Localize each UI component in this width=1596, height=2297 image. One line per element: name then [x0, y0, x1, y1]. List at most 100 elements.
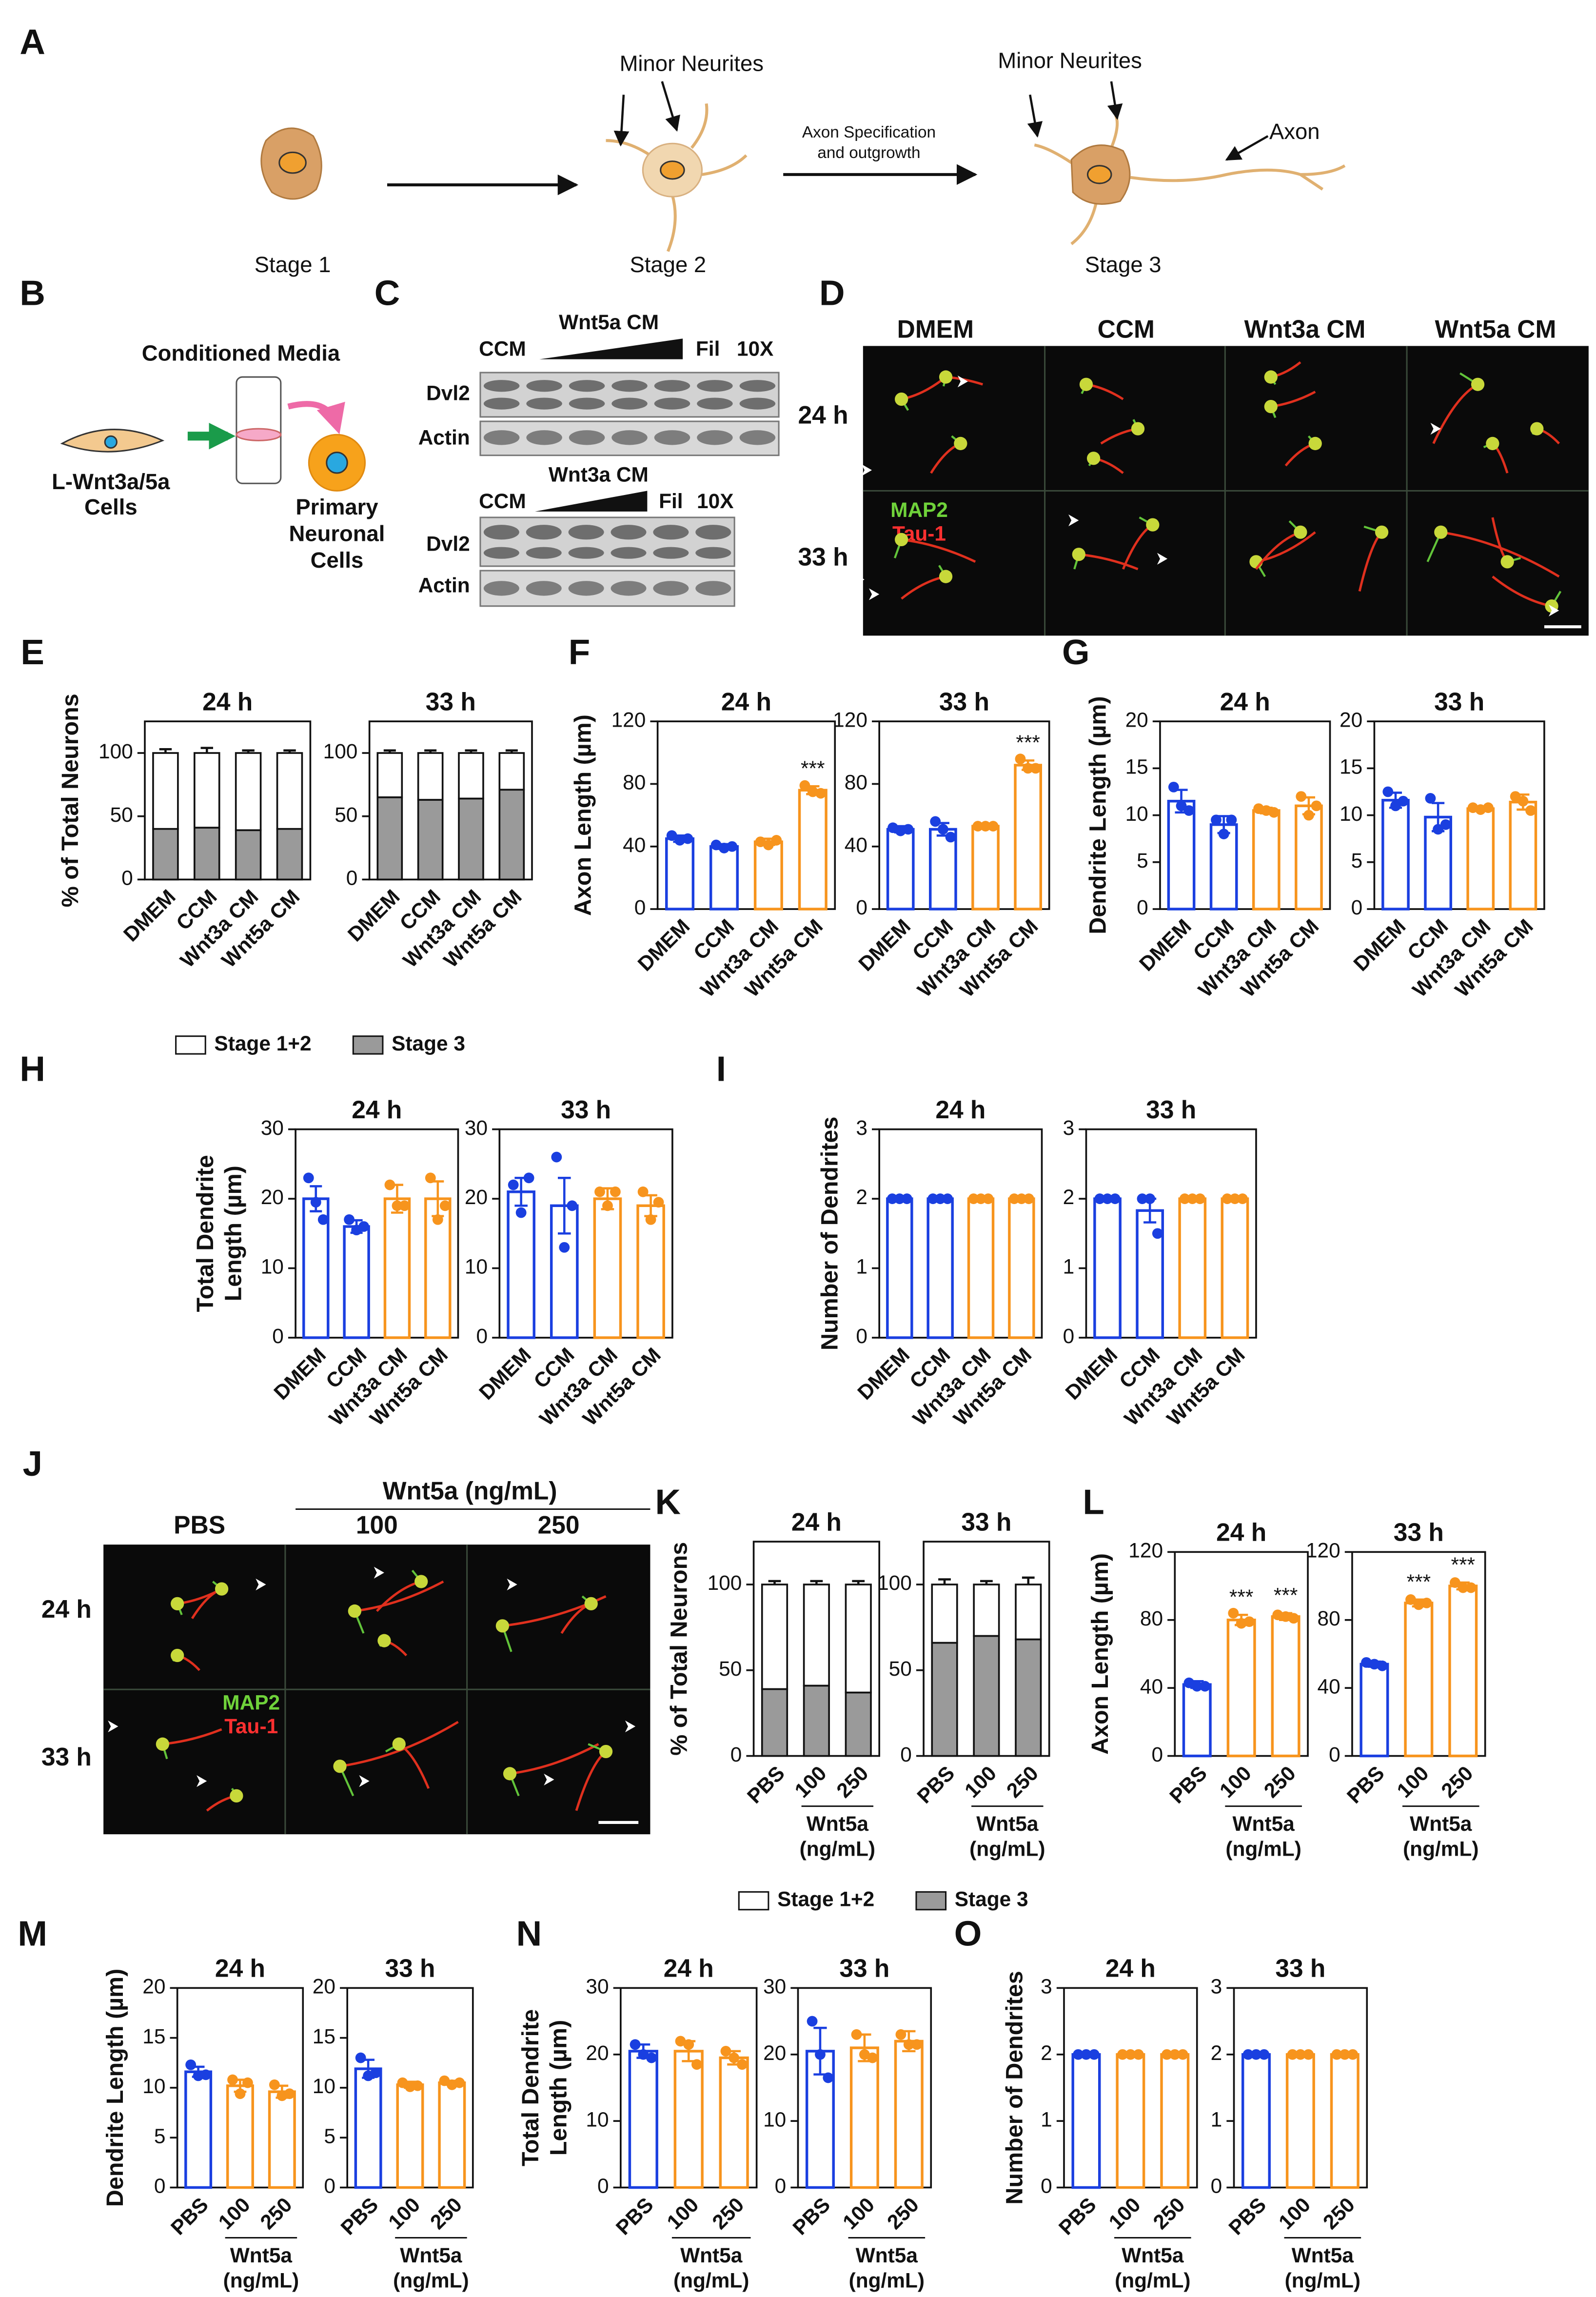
data-point [1229, 1193, 1241, 1204]
data-point [1369, 1659, 1380, 1670]
y-tick-label: 50 [110, 803, 133, 826]
data-point [927, 1193, 939, 1204]
data-point [1073, 2049, 1084, 2060]
bar [1330, 2053, 1360, 2189]
data-point [727, 841, 738, 852]
y-tick-label: 120 [1306, 1539, 1340, 1562]
data-point [674, 835, 685, 846]
y-tick-label: 10 [586, 2108, 609, 2131]
bar-segment [973, 1635, 1000, 1757]
x-tick-label: DMEM [1349, 914, 1410, 975]
x-tick-label: PBS [611, 2193, 658, 2239]
nucleus [104, 435, 118, 449]
data-point [1237, 1193, 1248, 1204]
bar-segment [152, 828, 179, 881]
soma [1434, 525, 1448, 539]
blot-band [611, 547, 647, 559]
neurite [355, 1580, 444, 1612]
bar [673, 2050, 704, 2189]
x-tick-label: DMEM [854, 914, 915, 975]
plot-frame [144, 720, 312, 881]
panel-letter: B [20, 274, 45, 313]
panel-letter: H [20, 1049, 45, 1089]
bar [1285, 2053, 1315, 2189]
bar [1466, 807, 1495, 911]
bar [593, 1197, 622, 1339]
legend-label: Stage 3 [955, 1888, 1028, 1911]
group-label: Wnt5a [807, 1812, 869, 1835]
blot [479, 372, 780, 418]
bar-segment [761, 1584, 788, 1690]
group-label: (ng/mL) [969, 1838, 1045, 1861]
data-point [807, 2016, 818, 2027]
group-label: (ng/mL) [1285, 2269, 1360, 2292]
soma [584, 1597, 598, 1611]
data-point [682, 833, 693, 844]
panel-a-text: Stage 1 Stage 2 Stage 3 Minor Neurites M… [255, 48, 1320, 277]
data-point [523, 1172, 534, 1184]
bar-segment [194, 827, 220, 881]
data-point [1465, 1582, 1477, 1593]
y-tick-label: 15 [1340, 755, 1362, 778]
y-tick-label: 40 [1140, 1675, 1163, 1698]
significance-label: *** [1274, 1584, 1298, 1607]
x-tick-label: 250 [256, 2193, 296, 2234]
x-tick-label: 250 [1002, 1762, 1043, 1802]
data-point [975, 1193, 986, 1204]
data-point [1023, 763, 1034, 774]
stage-label: Stage 3 [1085, 252, 1162, 277]
x-tick-label: DMEM [269, 1343, 330, 1404]
y-tick-label: 5 [1351, 849, 1363, 872]
y-tick-label: 0 [856, 1325, 867, 1347]
lane-label: CCM [479, 337, 526, 360]
data-point [823, 2072, 834, 2083]
legend-swatch [915, 1891, 947, 1911]
data-point [227, 2074, 238, 2085]
y-axis-label: Total Dendrite [517, 2009, 544, 2166]
bar [967, 1197, 995, 1339]
bar [971, 825, 1000, 911]
x-tick-label: 100 [1392, 1762, 1433, 1802]
y-tick-label: 20 [1125, 708, 1148, 731]
soma [1086, 452, 1101, 465]
chart-title: 24 h [721, 687, 771, 715]
x-tick-label: PBS [743, 1762, 789, 1808]
group-label: (ng/mL) [1403, 1838, 1478, 1861]
soma [377, 1634, 391, 1647]
bar [894, 2040, 924, 2189]
y-tick-label: 100 [877, 1571, 912, 1594]
data-point [235, 2088, 246, 2099]
bar-segment [152, 752, 179, 830]
data-point [567, 1200, 578, 1211]
data-point [736, 2059, 748, 2070]
target-label: Primary [296, 495, 378, 519]
data-point [1311, 800, 1322, 812]
chart-title: 24 h [664, 1954, 714, 1982]
soma [939, 570, 953, 583]
soma [1471, 377, 1485, 391]
bar [1252, 809, 1281, 911]
data-point [755, 836, 766, 848]
data-point [1242, 2049, 1254, 2060]
data-point [1152, 1228, 1163, 1239]
data-point [508, 1179, 519, 1190]
legend-label: Stage 1+2 [214, 1032, 311, 1055]
bar [1008, 1197, 1035, 1339]
arrowhead [1157, 553, 1168, 565]
group-label: (ng/mL) [223, 2269, 299, 2292]
data-point [1133, 2049, 1144, 2060]
data-point [983, 1193, 994, 1204]
data-point [945, 832, 956, 843]
x-tick-label: 100 [384, 2193, 424, 2234]
blot-band [483, 525, 519, 540]
blot-band [569, 397, 605, 410]
data-point [1421, 1597, 1432, 1608]
soma [1264, 400, 1278, 414]
x-tick-label: PBS [1342, 1762, 1389, 1808]
chart-title: 24 h [352, 1095, 402, 1124]
y-tick-label: 0 [324, 2175, 335, 2198]
